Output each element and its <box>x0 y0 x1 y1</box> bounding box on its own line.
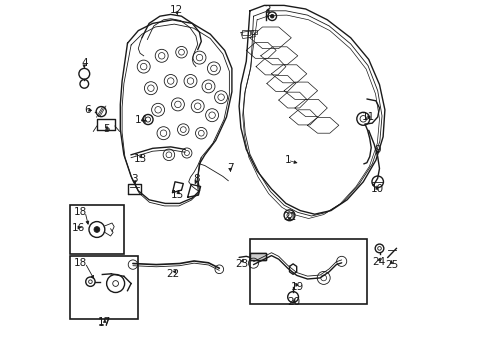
Text: 3: 3 <box>131 174 138 184</box>
Text: 11: 11 <box>361 112 375 122</box>
Bar <box>249 253 265 260</box>
Text: 17: 17 <box>98 317 111 327</box>
Text: 25: 25 <box>384 260 397 270</box>
Bar <box>250 30 257 34</box>
Text: 1: 1 <box>284 155 290 165</box>
Text: 14: 14 <box>135 114 148 125</box>
Bar <box>241 30 249 35</box>
Bar <box>70 256 138 319</box>
Bar <box>70 205 123 254</box>
Text: 4: 4 <box>81 58 87 68</box>
Text: 22: 22 <box>166 269 180 279</box>
Text: 5: 5 <box>103 124 110 134</box>
Text: 2: 2 <box>264 5 271 15</box>
Text: 18: 18 <box>74 207 87 217</box>
Bar <box>249 239 366 304</box>
Text: 15: 15 <box>171 190 184 200</box>
Text: 23: 23 <box>235 258 248 269</box>
Bar <box>249 253 265 260</box>
Text: 8: 8 <box>193 174 200 184</box>
Text: 18: 18 <box>74 258 87 268</box>
Text: 6: 6 <box>84 105 91 115</box>
Text: 21: 21 <box>282 212 296 222</box>
Text: 19: 19 <box>290 282 304 292</box>
Text: 24: 24 <box>371 257 384 267</box>
Circle shape <box>94 227 100 233</box>
Text: 7: 7 <box>226 163 233 174</box>
Text: 12: 12 <box>169 5 183 15</box>
Circle shape <box>270 14 273 18</box>
Text: 17: 17 <box>98 318 111 328</box>
Text: 20: 20 <box>287 297 300 307</box>
Text: 13: 13 <box>133 154 146 164</box>
Text: 10: 10 <box>370 184 383 194</box>
Text: 9: 9 <box>374 145 380 156</box>
Text: 16: 16 <box>71 222 84 233</box>
